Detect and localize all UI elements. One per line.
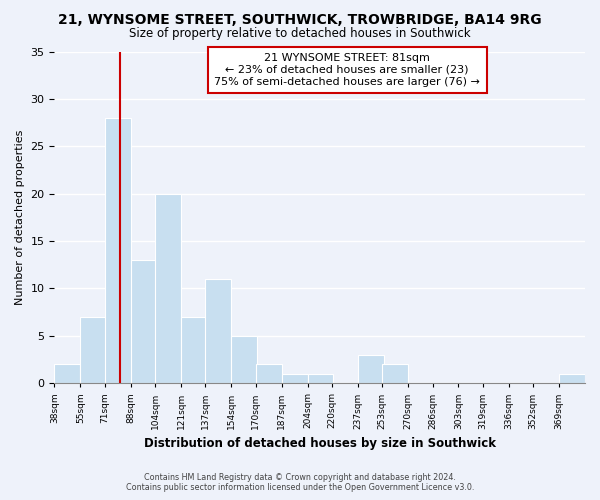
Bar	[205, 279, 231, 384]
Bar	[382, 364, 408, 384]
Text: 21 WYNSOME STREET: 81sqm
← 23% of detached houses are smaller (23)
75% of semi-d: 21 WYNSOME STREET: 81sqm ← 23% of detach…	[214, 54, 480, 86]
Text: Size of property relative to detached houses in Southwick: Size of property relative to detached ho…	[129, 28, 471, 40]
Bar	[559, 374, 585, 384]
Bar	[131, 260, 157, 384]
Bar	[155, 194, 181, 384]
Text: 21, WYNSOME STREET, SOUTHWICK, TROWBRIDGE, BA14 9RG: 21, WYNSOME STREET, SOUTHWICK, TROWBRIDG…	[58, 12, 542, 26]
Bar	[80, 317, 106, 384]
Bar	[55, 364, 80, 384]
Bar	[231, 336, 257, 384]
Bar	[181, 317, 207, 384]
Text: Contains HM Land Registry data © Crown copyright and database right 2024.
Contai: Contains HM Land Registry data © Crown c…	[126, 473, 474, 492]
Bar	[105, 118, 131, 384]
Bar	[358, 355, 384, 384]
Bar	[308, 374, 334, 384]
Bar	[281, 374, 308, 384]
Y-axis label: Number of detached properties: Number of detached properties	[15, 130, 25, 305]
X-axis label: Distribution of detached houses by size in Southwick: Distribution of detached houses by size …	[144, 437, 496, 450]
Bar	[256, 364, 281, 384]
